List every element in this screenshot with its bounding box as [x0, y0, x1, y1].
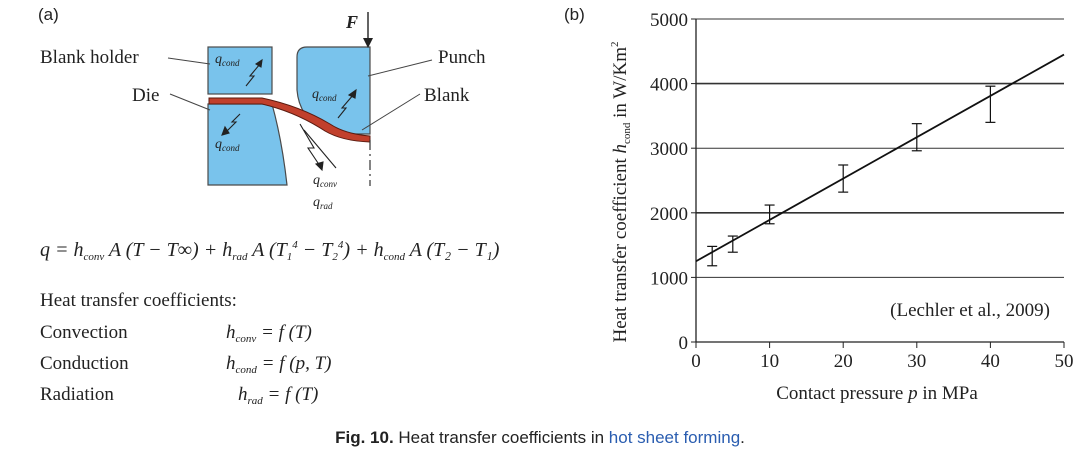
citation: (Lechler et al., 2009) — [890, 300, 1050, 321]
chart-ticks: 0 1000 2000 3000 4000 5000 0 10 20 30 40 50 — [650, 10, 1074, 372]
heat-equation: q = hconv A (T − T∞) + hrad A (T14 − T24… — [40, 239, 500, 263]
caption-link[interactable]: hot sheet forming — [608, 428, 741, 447]
y-axis-label: Heat transfer coefficient hcond in W/Km2 — [609, 41, 633, 342]
y-tick-label: 2000 — [650, 204, 688, 225]
leader-punch — [367, 59, 433, 77]
coef-name-conduction: Conduction — [40, 353, 129, 374]
coef-name-convection: Convection — [40, 322, 128, 343]
y-tick-label: 3000 — [650, 139, 688, 160]
coef-name-radiation: Radiation — [40, 384, 114, 405]
chart-marks — [695, 53, 1065, 267]
label-die: Die — [132, 85, 159, 106]
q-conv: qconv — [313, 173, 337, 189]
chart-axes — [695, 19, 1064, 343]
panel-a-schematic: (a) F Blank holder Die Punch Blank qcond… — [38, 5, 500, 407]
coef-eq-radiation: hrad = f (T) — [238, 384, 318, 407]
panel-b-chart: (b) 0 1000 2000 3000 4000 5000 0 10 20 30 40 50 Hea… — [564, 5, 1074, 404]
x-tick-label: 50 — [1055, 351, 1074, 372]
x-axis-label: Contact pressure p in MPa — [776, 383, 978, 404]
panel-b-label: (b) — [564, 5, 585, 24]
y-tick-label: 1000 — [650, 268, 688, 289]
tooling-diagram: F Blank holder Die Punch Blank qcond qco… — [40, 12, 486, 211]
coef-eq-convection: hconv = f (T) — [226, 322, 312, 345]
x-tick-label: 40 — [981, 351, 1000, 372]
q-cond-holder: qcond — [215, 52, 240, 68]
y-tick-label: 4000 — [650, 75, 688, 96]
x-tick-label: 20 — [834, 351, 853, 372]
leader-blank-holder — [167, 57, 211, 65]
die — [207, 103, 288, 186]
leader-die — [169, 93, 211, 111]
caption-fig-number: Fig. 10. — [335, 428, 394, 447]
fit-line — [695, 53, 1065, 263]
caption-text: Heat transfer coefficients in — [393, 428, 609, 447]
blank-holder — [207, 46, 273, 95]
coef-eq-conduction: hcond = f (p, T) — [226, 353, 331, 376]
coefficients-title: Heat transfer coefficients: — [40, 290, 237, 311]
chart-grid — [696, 18, 1064, 278]
label-punch: Punch — [438, 47, 486, 68]
force-arrowhead — [363, 38, 373, 48]
force-label: F — [345, 12, 358, 32]
panel-a-label: (a) — [38, 5, 59, 24]
figure-caption: Fig. 10. Heat transfer coefficients in h… — [0, 428, 1080, 448]
label-blank-holder: Blank holder — [40, 47, 139, 68]
q-rad: qrad — [313, 195, 333, 211]
x-tick-label: 10 — [760, 351, 779, 372]
y-tick-label: 0 — [679, 333, 689, 354]
x-tick-label: 0 — [691, 351, 701, 372]
q-cond-punch: qcond — [312, 87, 337, 103]
q-cond-die: qcond — [215, 137, 240, 153]
x-tick-label: 30 — [907, 351, 926, 372]
leader-blank — [361, 93, 421, 131]
heat-flux-arrows — [221, 58, 357, 172]
y-tick-label: 5000 — [650, 10, 688, 31]
label-blank: Blank — [424, 85, 470, 106]
caption-end: . — [740, 428, 745, 447]
